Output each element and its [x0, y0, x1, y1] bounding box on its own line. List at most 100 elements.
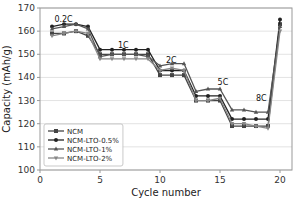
point	[218, 97, 222, 101]
legend-label: NCM-LTO-0.5%	[67, 137, 119, 145]
plot-data	[50, 18, 282, 131]
series	[50, 22, 282, 114]
x-tick-label: 15	[214, 175, 225, 185]
grid	[40, 8, 292, 170]
y-tick-label: 130	[18, 96, 35, 106]
y-tick-label: 170	[18, 3, 35, 13]
point	[158, 73, 162, 77]
point	[62, 24, 66, 28]
annotation: 2C	[166, 56, 177, 65]
chart: 100 110 120 130 140 150 160 170 0 5 10 15 20 Cycle nu…	[0, 0, 300, 200]
legend-marker	[54, 138, 58, 142]
axes: 100 110 120 130 140 150 160 170 0 5 10 15 20	[18, 3, 286, 185]
x-tick	[40, 170, 41, 173]
point	[242, 122, 246, 126]
series	[50, 22, 282, 128]
point	[278, 30, 282, 34]
point	[194, 89, 198, 93]
point	[254, 110, 258, 114]
y-tick-label: 140	[18, 72, 35, 82]
y-tick	[37, 123, 40, 124]
point	[254, 124, 258, 128]
annotation: 8C	[256, 94, 267, 103]
point	[182, 69, 186, 73]
point	[206, 99, 210, 103]
y-tick-label: 120	[18, 119, 35, 129]
legend-marker	[54, 129, 58, 133]
point	[230, 122, 234, 126]
point	[62, 32, 66, 36]
x-tick	[100, 170, 101, 173]
point	[98, 57, 102, 61]
point	[122, 52, 126, 56]
series-line	[52, 24, 280, 112]
series	[50, 30, 282, 131]
point	[278, 18, 282, 22]
point	[242, 107, 246, 111]
annotation: 5C	[218, 78, 229, 87]
series-line	[52, 31, 280, 128]
point	[206, 94, 210, 98]
legend-item: NCM-LTO-2%	[48, 155, 113, 163]
point	[146, 48, 150, 52]
point	[182, 61, 186, 65]
point	[218, 87, 222, 91]
annotations: 0.2C1C2C5C8C	[54, 15, 267, 103]
point	[86, 26, 90, 30]
legend-marker	[54, 156, 58, 160]
x-tick	[160, 170, 161, 173]
point	[158, 63, 162, 67]
y-tick-label: 160	[18, 26, 35, 36]
grid-line	[40, 100, 292, 101]
y-tick	[37, 100, 40, 101]
point	[254, 117, 258, 121]
point	[98, 48, 102, 52]
y-tick	[37, 8, 40, 9]
annotation: 0.2C	[54, 15, 73, 24]
y-tick	[37, 146, 40, 147]
legend-item: NCM-LTO-0.5%	[48, 137, 119, 145]
point	[194, 99, 198, 103]
point	[110, 48, 114, 52]
point	[266, 127, 270, 131]
legend-label: NCM	[67, 128, 83, 136]
plot-frame	[40, 8, 292, 170]
x-axis-label: Cycle number	[131, 187, 201, 198]
x-tick	[220, 170, 221, 173]
legend-item: NCM-LTO-1%	[48, 146, 113, 154]
x-tick-label: 0	[37, 175, 43, 185]
point	[86, 32, 90, 36]
legend-marker	[54, 147, 58, 151]
point	[230, 107, 234, 111]
point	[146, 57, 150, 61]
legend: NCMNCM-LTO-0.5%NCM-LTO-1%NCM-LTO-2%	[44, 124, 123, 166]
y-tick-label: 100	[18, 165, 35, 175]
series-line	[52, 24, 280, 126]
grid-line	[40, 77, 292, 78]
point	[74, 30, 78, 34]
legend-box	[44, 124, 123, 166]
x-tick-label: 5	[97, 175, 103, 185]
legend-item: NCM	[48, 128, 83, 136]
point	[206, 87, 210, 91]
y-axis-label: Capacity (mAh/g)	[1, 45, 12, 132]
y-tick	[37, 54, 40, 55]
point	[110, 52, 114, 56]
point	[134, 52, 138, 56]
legend-label: NCM-LTO-2%	[67, 155, 113, 163]
y-tick-label: 110	[18, 142, 35, 152]
point	[50, 34, 54, 38]
point	[74, 22, 78, 26]
x-tick-label: 20	[274, 175, 286, 185]
point	[158, 69, 162, 73]
point	[278, 24, 282, 28]
point	[242, 117, 246, 121]
y-tick-label: 150	[18, 49, 35, 59]
point	[170, 73, 174, 77]
point	[110, 57, 114, 61]
legend-label: NCM-LTO-1%	[67, 146, 113, 154]
point	[134, 48, 138, 52]
x-tick-label: 10	[154, 175, 166, 185]
y-tick	[37, 77, 40, 78]
point	[134, 57, 138, 61]
